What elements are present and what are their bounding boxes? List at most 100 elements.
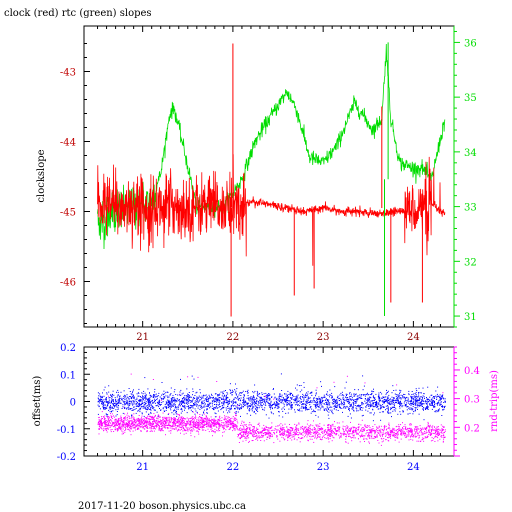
- rnd-trip-point: [233, 418, 235, 420]
- offset-point: [437, 386, 439, 388]
- offset-point: [364, 400, 366, 402]
- rnd-trip-point: [440, 431, 442, 433]
- rnd-trip-point: [422, 437, 424, 439]
- rnd-trip-point: [110, 415, 112, 417]
- offset-point: [260, 404, 262, 406]
- rnd-trip-point: [177, 420, 179, 422]
- offset-point: [225, 390, 226, 391]
- rnd-trip-point: [389, 430, 391, 432]
- offset-point: [390, 412, 392, 414]
- offset-point: [201, 397, 203, 399]
- offset-point: [356, 399, 358, 401]
- rnd-trip-point: [184, 424, 186, 426]
- rnd-trip-point: [250, 432, 252, 434]
- rnd-trip-point: [127, 425, 129, 427]
- offset-point: [339, 406, 341, 408]
- offset-point: [103, 389, 105, 391]
- offset-point: [221, 408, 223, 410]
- rnd-trip-point: [425, 427, 427, 429]
- offset-point: [145, 395, 147, 396]
- offset-point: [284, 400, 286, 402]
- offset-point: [301, 389, 303, 391]
- rnd-trip-point: [437, 431, 439, 433]
- offset-point: [150, 395, 152, 397]
- offset-point: [170, 393, 172, 395]
- offset-point: [172, 395, 174, 397]
- offset-point: [159, 399, 160, 401]
- rnd-trip-point: [316, 387, 318, 389]
- offset-point: [150, 408, 152, 410]
- rnd-trip-point: [280, 429, 282, 431]
- rnd-trip-point: [128, 422, 130, 424]
- offset-point: [207, 397, 209, 399]
- offset-point: [297, 404, 299, 406]
- offset-point: [283, 399, 285, 401]
- rnd-trip-point: [214, 421, 216, 423]
- rnd-trip-point: [234, 425, 236, 427]
- offset-point: [401, 406, 403, 408]
- rnd-trip-point: [237, 433, 239, 435]
- offset-point: [368, 399, 370, 401]
- rnd-trip-point: [237, 436, 239, 438]
- offset-point: [407, 397, 409, 399]
- rnd-trip-point: [221, 426, 223, 428]
- rnd-trip-point: [377, 440, 379, 441]
- rnd-trip-point: [194, 425, 196, 427]
- offset-point: [307, 391, 309, 393]
- rnd-trip-point: [125, 429, 126, 431]
- rnd-trip-point: [198, 428, 200, 430]
- rnd-trip-point: [401, 432, 403, 434]
- offset-point: [380, 405, 382, 407]
- rnd-trip-point: [279, 434, 281, 436]
- offset-point: [353, 393, 355, 395]
- rnd-trip-point: [240, 438, 241, 440]
- offset-point: [414, 399, 416, 401]
- rnd-trip-point: [149, 420, 151, 422]
- offset-point: [388, 403, 390, 405]
- offset-point: [139, 411, 141, 413]
- offset-point: [436, 397, 438, 399]
- rnd-trip-point: [130, 427, 132, 429]
- offset-point: [414, 408, 416, 410]
- rnd-trip-point: [160, 420, 162, 422]
- rnd-trip-point: [103, 417, 105, 418]
- rnd-trip-point: [309, 430, 311, 432]
- offset-point: [444, 405, 446, 407]
- rnd-trip-point: [131, 422, 133, 424]
- offset-point: [235, 390, 237, 392]
- offset-point: [128, 399, 130, 401]
- rnd-trip-point: [198, 422, 200, 424]
- offset-point: [353, 404, 355, 406]
- rnd-trip-point: [150, 429, 152, 431]
- rnd-trip-point: [133, 426, 135, 428]
- rnd-trip-point: [256, 434, 258, 436]
- rnd-trip-point: [196, 424, 198, 426]
- rnd-trip-point: [300, 433, 302, 435]
- offset-point: [215, 393, 217, 395]
- rnd-trip-point: [299, 431, 301, 433]
- offset-point: [345, 407, 347, 409]
- rnd-trip-point: [416, 429, 418, 431]
- offset-point: [152, 399, 153, 401]
- offset-point: [379, 400, 380, 402]
- rnd-trip-point: [382, 440, 384, 442]
- offset-point: [423, 393, 425, 395]
- offset-point: [103, 408, 104, 410]
- rnd-trip-point: [313, 431, 315, 433]
- rnd-trip-point: [181, 423, 183, 425]
- rnd-trip-point: [212, 425, 214, 427]
- offset-point: [304, 408, 306, 409]
- offset-point: [272, 413, 274, 415]
- offset-point: [351, 399, 353, 401]
- offset-point: [278, 398, 280, 400]
- rnd-trip-point: [356, 431, 358, 433]
- offset-point: [234, 392, 236, 394]
- offset-point: [118, 401, 120, 403]
- offset-point: [307, 393, 309, 395]
- rnd-trip-point: [387, 437, 389, 438]
- rnd-trip-point: [340, 432, 342, 434]
- rnd-trip-point: [321, 437, 323, 439]
- rnd-trip-point: [132, 427, 134, 429]
- offset-point: [325, 399, 326, 401]
- offset-point: [233, 398, 235, 400]
